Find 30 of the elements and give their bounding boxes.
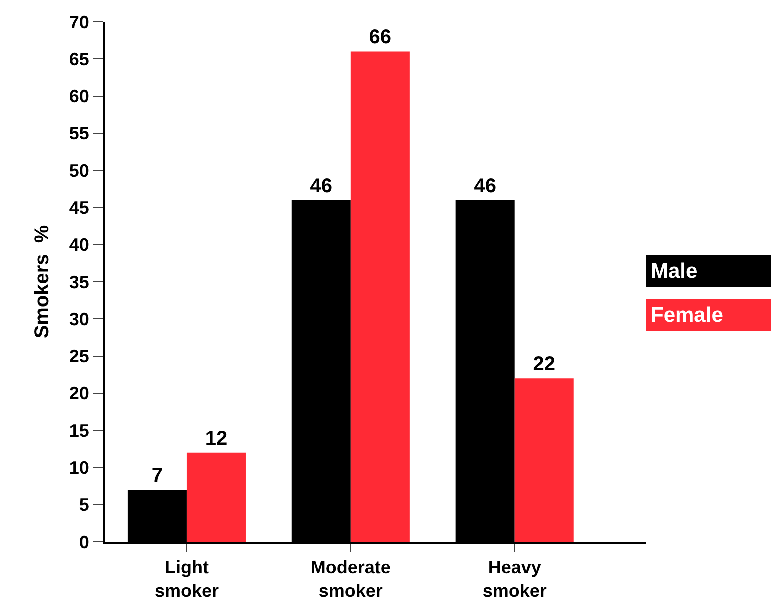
- bar: [514, 378, 574, 542]
- y-tick-label: 55: [69, 124, 90, 144]
- x-tick-label: Light smoker: [154, 558, 219, 601]
- y-tick-label: 40: [69, 235, 90, 256]
- data-label: 46: [474, 175, 496, 198]
- text: Male: [651, 260, 698, 283]
- bar: [186, 452, 246, 542]
- y-tick-label: 65: [69, 49, 90, 70]
- y-tick-label: 50: [69, 160, 90, 181]
- data-label: 12: [205, 428, 228, 450]
- x-tick-label: Moderate smoker: [310, 558, 391, 601]
- y-tick-label: 5: [79, 495, 90, 516]
- data-label: 66: [369, 26, 392, 49]
- y-tick-label: 30: [69, 309, 90, 330]
- y-tick-label: 35: [69, 272, 90, 292]
- y-tick-label: 25: [69, 346, 90, 367]
- x-tick-label: Heavy smoker: [482, 558, 547, 601]
- text: Female: [651, 304, 724, 327]
- data-label: 7: [152, 465, 164, 487]
- y-tick-label: 20: [69, 384, 90, 404]
- data-label: 22: [533, 354, 556, 376]
- data-label: 46: [310, 175, 333, 198]
- y-tick-label: 45: [69, 198, 90, 218]
- y-tick-label: 15: [69, 420, 90, 441]
- y-tick-label: 60: [69, 86, 90, 107]
- y-tick-label: 0: [79, 532, 90, 552]
- y-tick-label: 10: [69, 458, 90, 478]
- y-tick-label: 70: [69, 12, 90, 32]
- y-axis-title: Smokers %: [31, 225, 54, 339]
- bar: [350, 52, 410, 542]
